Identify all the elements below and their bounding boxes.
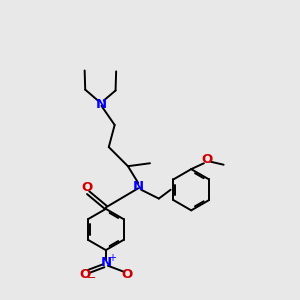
- Text: O: O: [122, 268, 133, 281]
- Text: −: −: [87, 273, 96, 283]
- Text: N: N: [95, 98, 106, 111]
- Text: O: O: [81, 181, 92, 194]
- Text: N: N: [101, 256, 112, 269]
- Text: O: O: [79, 268, 90, 281]
- Text: O: O: [202, 153, 213, 166]
- Text: +: +: [108, 254, 116, 263]
- Text: N: N: [133, 180, 144, 193]
